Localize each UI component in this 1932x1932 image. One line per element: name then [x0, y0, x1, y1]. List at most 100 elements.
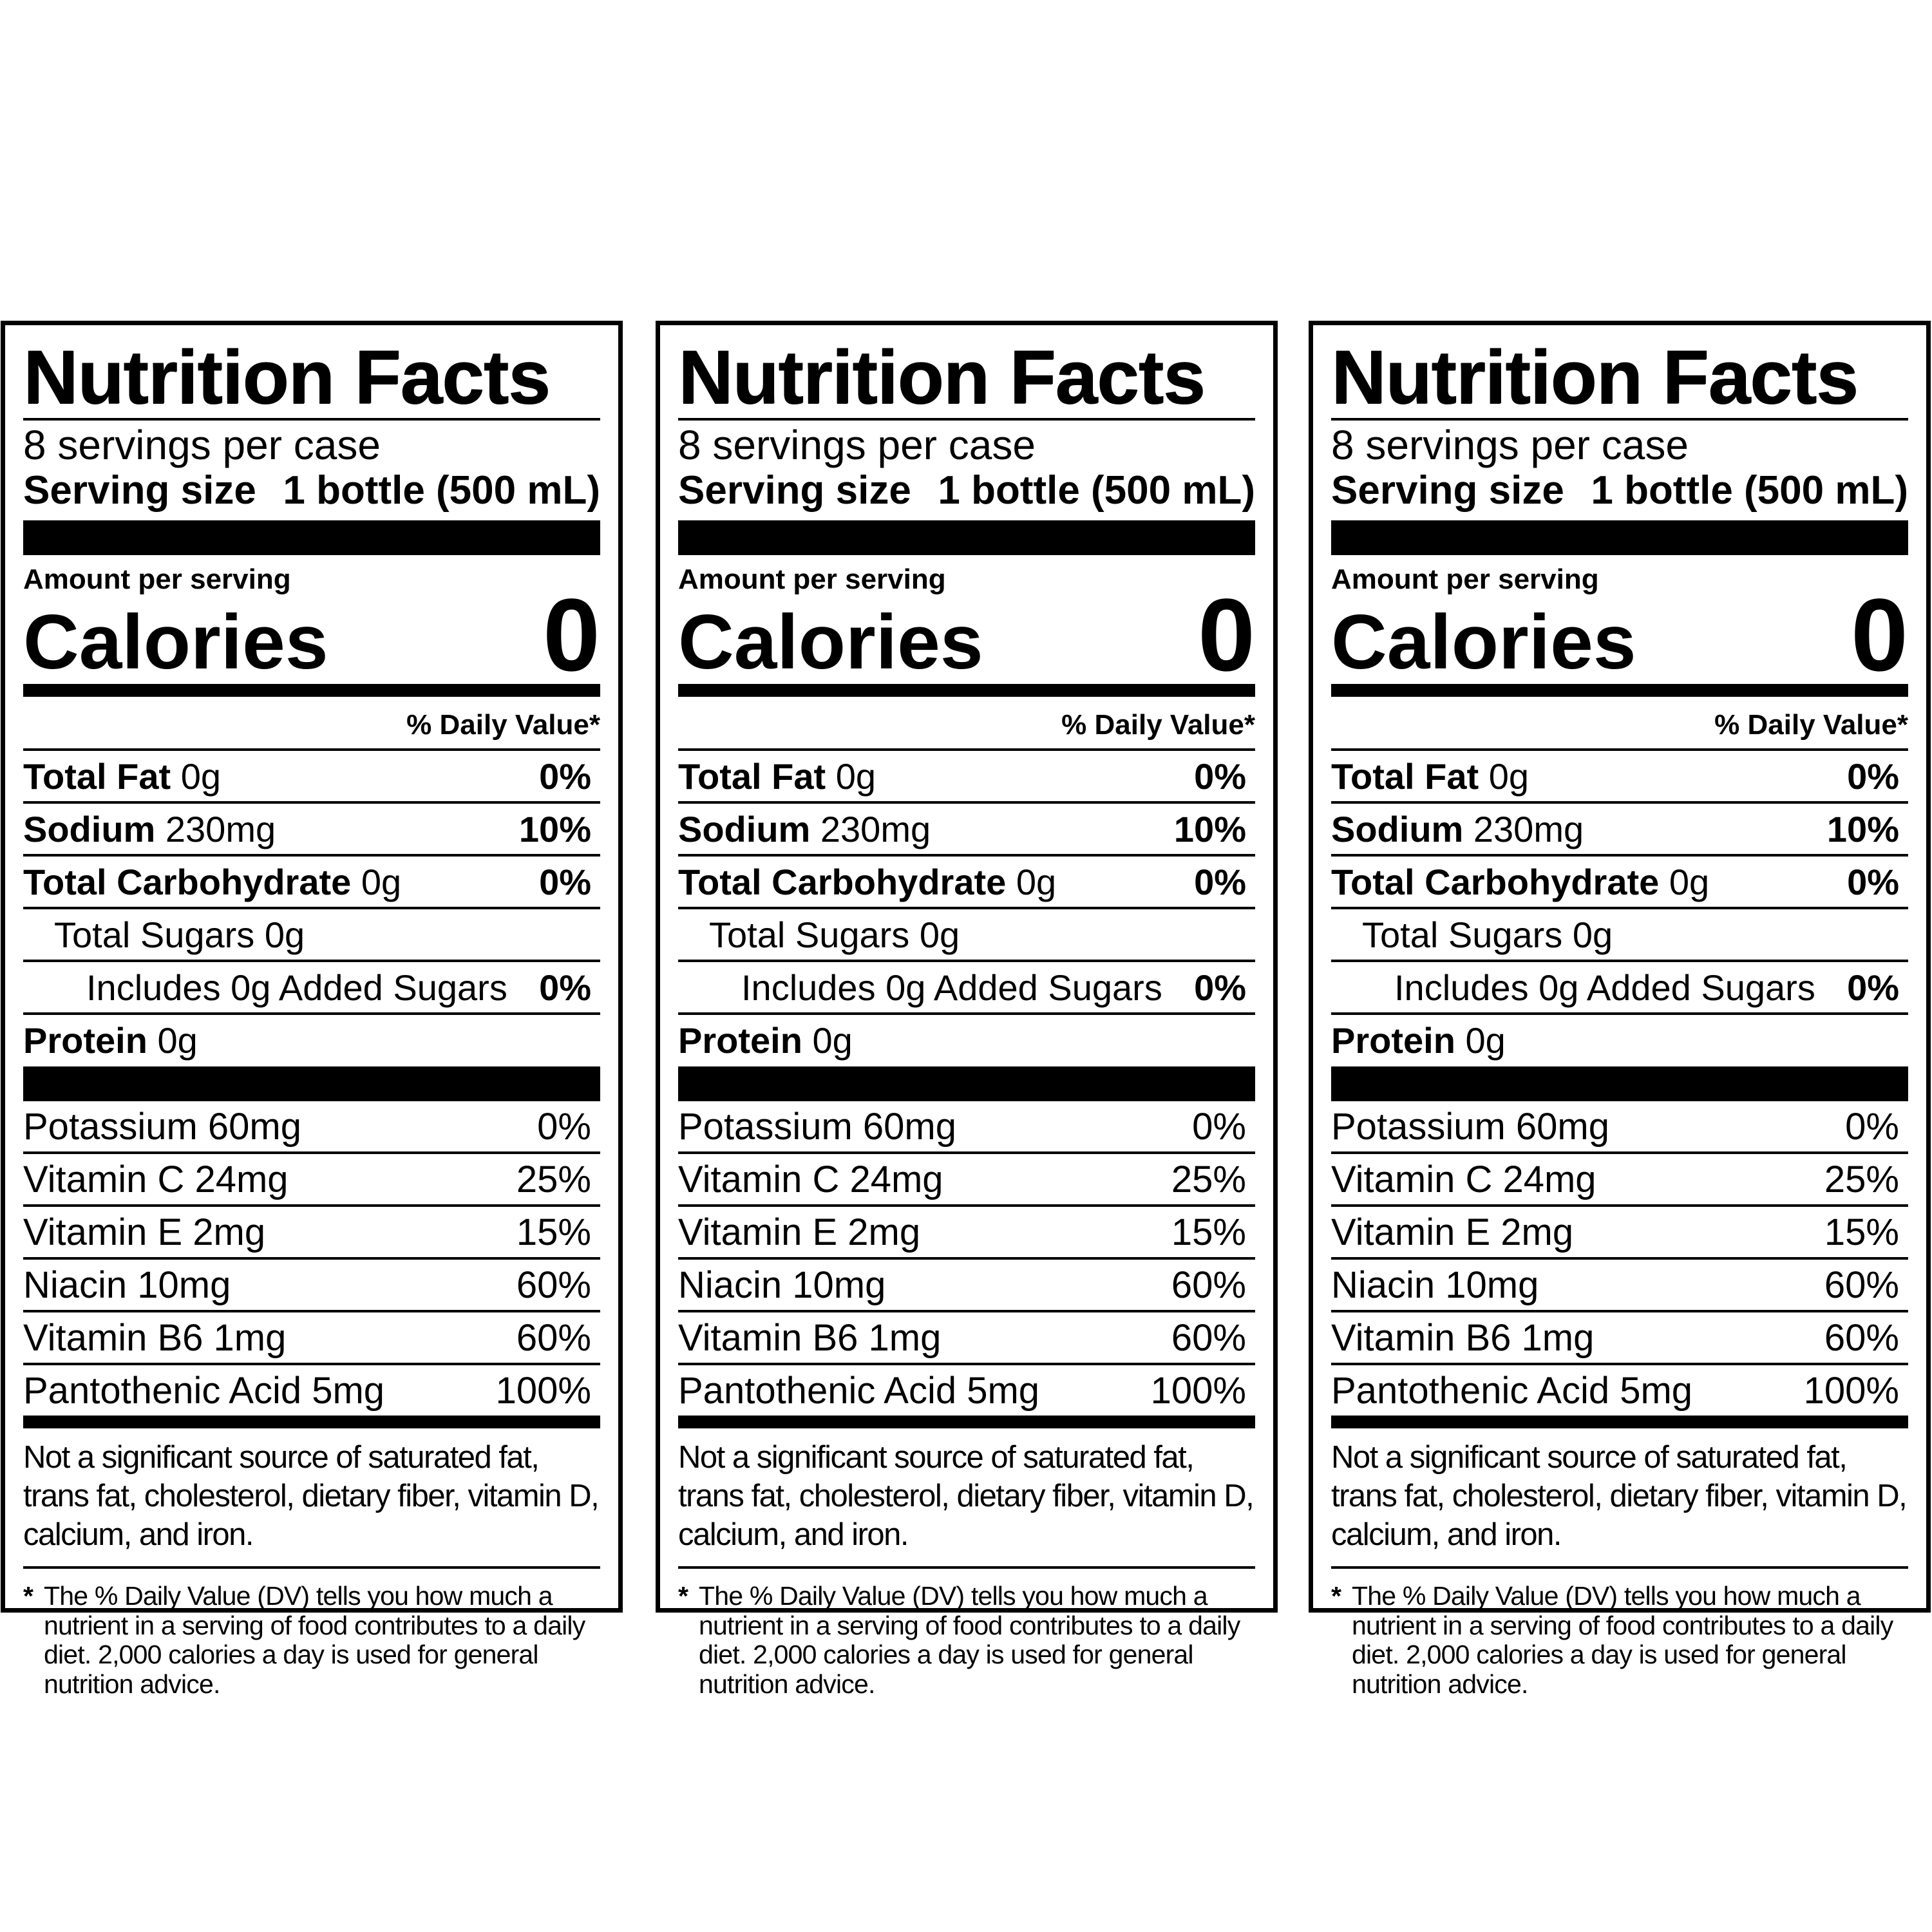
nutrient-amount: 230mg [820, 808, 931, 849]
amount-per-serving: Amount per serving [1331, 563, 1599, 595]
nutrient-dv: 0% [1194, 967, 1246, 1008]
nutrient-row-sodium: Sodium 230mg 10% [678, 804, 1255, 857]
nutrient-row-added-sugars: Includes 0g Added Sugars 0% [23, 962, 600, 1016]
vitamin-name: Potassium 60mg [1331, 1105, 1609, 1148]
nutrient-amount: 0g [812, 1019, 853, 1061]
vitamin-dv: 25% [1171, 1158, 1246, 1200]
nutrient-row-total-fat: Total Fat 0g 0% [23, 751, 600, 804]
nutrient-dv: 0% [1847, 861, 1899, 902]
nutrient-row-total-sugars: Total Sugars 0g [678, 909, 1255, 963]
nutrient-row-protein: Protein 0g [678, 1015, 1255, 1065]
vitamin-name: Vitamin C 24mg [1331, 1158, 1596, 1200]
thick-divider [678, 1066, 1255, 1102]
vitamin-row: Niacin 10mg 60% [1331, 1260, 1908, 1313]
vitamin-dv: 60% [516, 1264, 591, 1306]
nutrient-name: Total Sugars 0g [1362, 914, 1613, 955]
vitamin-row: Vitamin E 2mg 15% [678, 1207, 1255, 1260]
nutrient-row-protein: Protein 0g [1331, 1015, 1908, 1065]
nutrient-name: Total Carbohydrate [1331, 861, 1660, 902]
panel-title: Nutrition Facts [1331, 339, 1908, 421]
serving-size-label: Serving size [678, 468, 911, 513]
vitamin-row: Potassium 60mg 0% [1331, 1101, 1908, 1155]
vitamin-row: Potassium 60mg 0% [23, 1101, 600, 1155]
serving-size-row: Serving size 1 bottle (500 mL) [678, 468, 1255, 513]
nutrient-name: Total Fat [1331, 755, 1479, 797]
vitamin-name: Vitamin E 2mg [678, 1211, 921, 1253]
panel-title: Nutrition Facts [678, 339, 1255, 421]
nutrient-amount: 0g [180, 755, 222, 797]
vitamin-row: Vitamin B6 1mg 60% [1331, 1312, 1908, 1366]
nutrient-dv: 0% [539, 967, 591, 1008]
nutrient-amount: 0g [1016, 861, 1057, 902]
nutrient-row-total-fat: Total Fat 0g 0% [1331, 751, 1908, 804]
nutrient-name: Total Carbohydrate [23, 861, 352, 902]
nutrient-amount: 230mg [165, 808, 276, 849]
nutrient-dv: 10% [1173, 808, 1246, 849]
vitamin-row: Niacin 10mg 60% [23, 1260, 600, 1313]
nutrient-row-added-sugars: Includes 0g Added Sugars 0% [1331, 962, 1908, 1016]
vitamin-dv: 60% [516, 1316, 591, 1359]
nutrient-row-total-sugars: Total Sugars 0g [1331, 909, 1908, 963]
vitamin-row: Potassium 60mg 0% [678, 1101, 1255, 1155]
nutrient-name: Protein [23, 1019, 147, 1061]
nutrient-row-total-fat: Total Fat 0g 0% [678, 751, 1255, 804]
nutrient-row-sodium: Sodium 230mg 10% [23, 804, 600, 857]
vitamin-name: Vitamin B6 1mg [23, 1316, 287, 1359]
medium-divider [23, 684, 600, 697]
vitamin-dv: 60% [1171, 1264, 1246, 1306]
footnote-text: The % Daily Value (DV) tells you how muc… [699, 1580, 1240, 1700]
vitamin-dv: 60% [1824, 1316, 1899, 1359]
nutrient-amount: 0g [835, 755, 876, 797]
thick-divider [1331, 520, 1908, 555]
not-significant-note: Not a significant source of saturated fa… [23, 1428, 600, 1569]
nutrient-name: Sodium [1331, 808, 1464, 849]
not-significant-note: Not a significant source of saturated fa… [678, 1428, 1255, 1569]
amount-per-serving: Amount per serving [678, 563, 946, 595]
vitamin-dv: 0% [1192, 1105, 1246, 1148]
vitamin-name: Niacin 10mg [23, 1264, 231, 1306]
vitamin-name: Vitamin E 2mg [23, 1211, 266, 1253]
serving-size-row: Serving size 1 bottle (500 mL) [23, 468, 600, 513]
vitamin-row: Pantothenic Acid 5mg 100% [678, 1365, 1255, 1416]
nutrient-dv: 0% [1847, 755, 1899, 797]
footnote-star: * [1331, 1580, 1341, 1611]
footnote-star: * [23, 1580, 33, 1611]
footnote-text: The % Daily Value (DV) tells you how muc… [1352, 1580, 1893, 1700]
amount-per-serving: Amount per serving [23, 563, 291, 595]
nutrient-row-total-carbohydrate: Total Carbohydrate 0g 0% [678, 857, 1255, 910]
serving-size-value: 1 bottle (500 mL) [1591, 468, 1908, 513]
servings-per-container: 8 servings per case [23, 422, 381, 468]
nutrition-facts-panel: Nutrition Facts 8 servings per case Serv… [1, 321, 623, 1699]
footnote-text: The % Daily Value (DV) tells you how muc… [44, 1580, 585, 1700]
thick-divider [23, 520, 600, 555]
nutrient-amount: 0g [1465, 1019, 1506, 1061]
medium-divider [678, 1416, 1255, 1429]
panel-title: Nutrition Facts [23, 339, 600, 421]
nutrient-dv: 0% [1194, 861, 1246, 902]
serving-size-label: Serving size [23, 468, 256, 513]
daily-value-header: % Daily Value* [23, 697, 600, 752]
vitamin-name: Niacin 10mg [678, 1264, 886, 1306]
nutrient-name: Includes 0g Added Sugars [1394, 967, 1815, 1008]
calories-label: Calories [678, 599, 983, 686]
nutrient-dv: 0% [539, 861, 591, 902]
medium-divider [1331, 1416, 1908, 1429]
serving-size-label: Serving size [1331, 468, 1564, 513]
vitamin-dv: 100% [1803, 1369, 1899, 1412]
vitamin-name: Pantothenic Acid 5mg [23, 1369, 385, 1412]
calories-value: 0 [1198, 577, 1255, 693]
medium-divider [678, 684, 1255, 697]
vitamin-row: Vitamin B6 1mg 60% [23, 1312, 600, 1366]
daily-value-footnote: * The % Daily Value (DV) tells you how m… [678, 1569, 1255, 1700]
vitamin-row: Vitamin C 24mg 25% [1331, 1154, 1908, 1208]
nutrient-row-added-sugars: Includes 0g Added Sugars 0% [678, 962, 1255, 1016]
calories-row: Calories 0 [1331, 583, 1908, 687]
nutrient-dv: 0% [539, 755, 591, 797]
nutrient-row-total-carbohydrate: Total Carbohydrate 0g 0% [23, 857, 600, 910]
daily-value-footnote: * The % Daily Value (DV) tells you how m… [23, 1569, 600, 1700]
vitamin-row: Vitamin B6 1mg 60% [678, 1312, 1255, 1366]
serving-size-value: 1 bottle (500 mL) [938, 468, 1255, 513]
nutrition-facts-panel: Nutrition Facts 8 servings per case Serv… [1309, 321, 1931, 1699]
nutrient-name: Protein [1331, 1019, 1455, 1061]
nutrient-dv: 0% [1847, 967, 1899, 1008]
